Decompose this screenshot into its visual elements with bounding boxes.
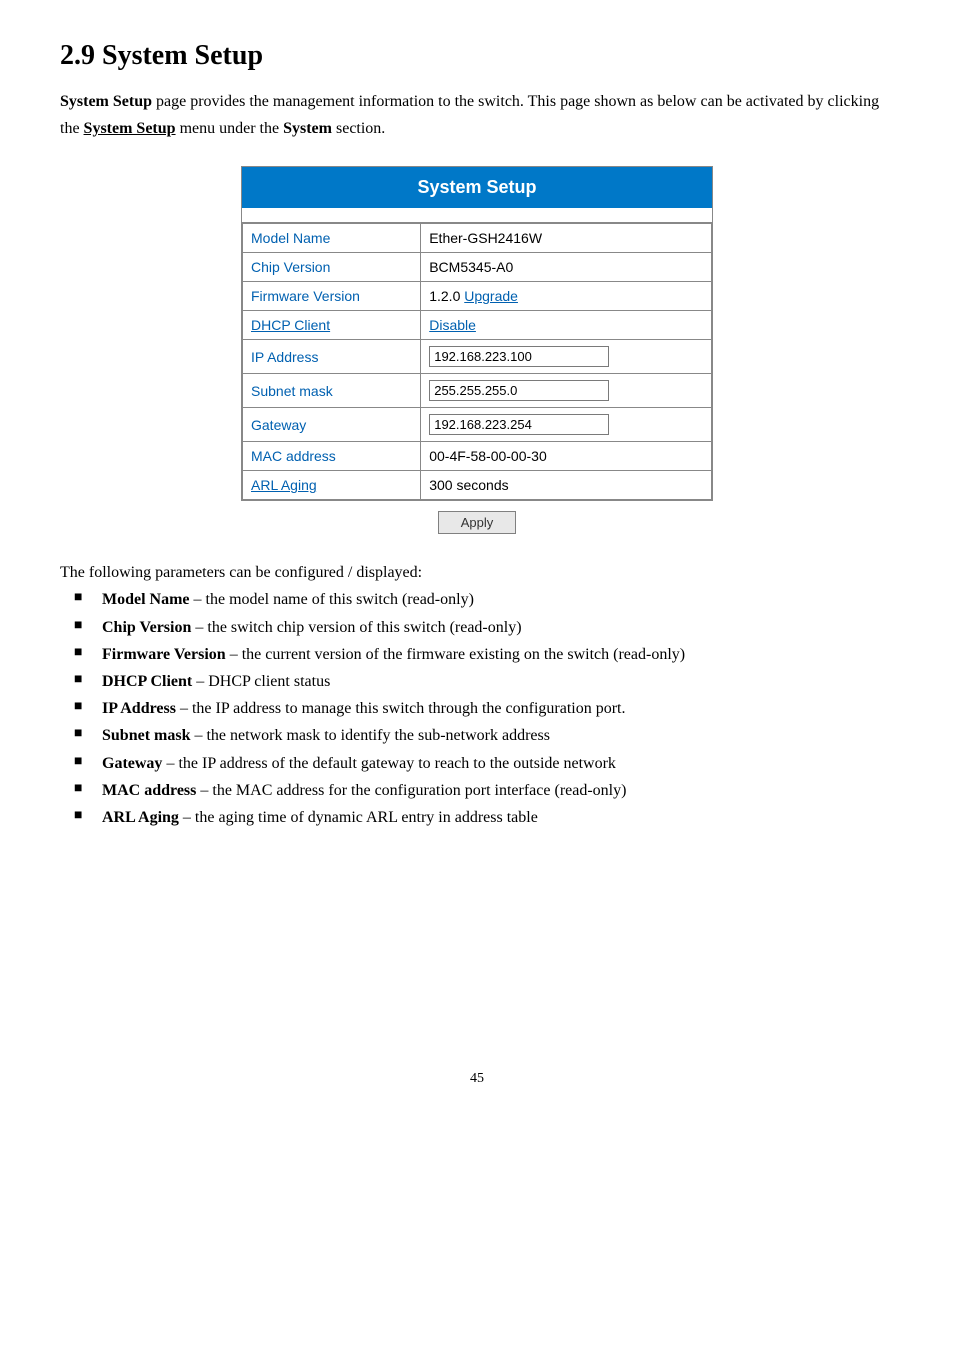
dhcp-client-label-link[interactable]: DHCP Client bbox=[251, 317, 330, 333]
parameter-name: IP Address bbox=[102, 700, 176, 717]
parameter-item: DHCP Client – DHCP client status bbox=[60, 668, 894, 695]
label-mac-address: MAC address bbox=[243, 442, 421, 471]
parameter-name: Gateway bbox=[102, 755, 162, 772]
parameter-item: Model Name – the model name of this swit… bbox=[60, 586, 894, 613]
label-firmware-version: Firmware Version bbox=[243, 282, 421, 311]
parameter-desc: – the network mask to identify the sub-n… bbox=[190, 727, 549, 744]
parameter-item: MAC address – the MAC address for the co… bbox=[60, 777, 894, 804]
apply-button-wrap: Apply bbox=[60, 511, 894, 534]
row-dhcp-client: DHCP Client Disable bbox=[243, 311, 712, 340]
row-firmware-version: Firmware Version 1.2.0 Upgrade bbox=[243, 282, 712, 311]
section-heading: 2.9 System Setup bbox=[60, 40, 894, 72]
parameter-name: DHCP Client bbox=[102, 673, 192, 690]
parameter-desc: – DHCP client status bbox=[192, 673, 330, 690]
value-chip-version: BCM5345-A0 bbox=[421, 253, 712, 282]
row-gateway: Gateway bbox=[243, 408, 712, 442]
value-subnet-mask bbox=[421, 374, 712, 408]
parameter-name: MAC address bbox=[102, 782, 196, 799]
row-arl-aging: ARL Aging 300 seconds bbox=[243, 471, 712, 500]
intro-term-system-setup: System Setup bbox=[60, 93, 152, 110]
parameter-list: Model Name – the model name of this swit… bbox=[60, 586, 894, 831]
firmware-version-number: 1.2.0 bbox=[429, 288, 464, 304]
row-mac-address: MAC address 00-4F-58-00-00-30 bbox=[243, 442, 712, 471]
parameter-desc: – the aging time of dynamic ARL entry in… bbox=[179, 809, 538, 826]
ip-address-input[interactable] bbox=[429, 346, 609, 367]
label-ip-address: IP Address bbox=[243, 340, 421, 374]
intro-paragraph: System Setup page provides the managemen… bbox=[60, 88, 894, 142]
parameter-desc: – the MAC address for the configuration … bbox=[196, 782, 626, 799]
value-gateway bbox=[421, 408, 712, 442]
value-arl-aging: 300 seconds bbox=[421, 471, 712, 500]
parameter-list-heading: The following parameters can be configur… bbox=[60, 564, 894, 582]
value-model-name: Ether-GSH2416W bbox=[421, 224, 712, 253]
row-chip-version: Chip Version BCM5345-A0 bbox=[243, 253, 712, 282]
value-ip-address bbox=[421, 340, 712, 374]
apply-button[interactable]: Apply bbox=[438, 511, 517, 534]
parameter-item: Chip Version – the switch chip version o… bbox=[60, 614, 894, 641]
label-model-name: Model Name bbox=[243, 224, 421, 253]
parameter-item: Firmware Version – the current version o… bbox=[60, 641, 894, 668]
parameter-name: Chip Version bbox=[102, 619, 191, 636]
value-firmware-version: 1.2.0 Upgrade bbox=[421, 282, 712, 311]
page-number: 45 bbox=[60, 1071, 894, 1087]
label-arl-aging: ARL Aging bbox=[243, 471, 421, 500]
subnet-mask-input[interactable] bbox=[429, 380, 609, 401]
parameter-desc: – the current version of the firmware ex… bbox=[226, 646, 685, 663]
parameter-desc: – the IP address to manage this switch t… bbox=[176, 700, 626, 717]
upgrade-link[interactable]: Upgrade bbox=[464, 288, 518, 304]
label-dhcp-client: DHCP Client bbox=[243, 311, 421, 340]
value-dhcp-client: Disable bbox=[421, 311, 712, 340]
panel-title: System Setup bbox=[242, 167, 712, 208]
system-setup-table: Model Name Ether-GSH2416W Chip Version B… bbox=[242, 223, 712, 500]
row-subnet-mask: Subnet mask bbox=[243, 374, 712, 408]
system-setup-panel: System Setup Model Name Ether-GSH2416W C… bbox=[241, 166, 713, 501]
label-chip-version: Chip Version bbox=[243, 253, 421, 282]
parameter-name: Model Name bbox=[102, 591, 190, 608]
parameter-desc: – the IP address of the default gateway … bbox=[162, 755, 615, 772]
parameter-item: Gateway – the IP address of the default … bbox=[60, 750, 894, 777]
value-mac-address: 00-4F-58-00-00-30 bbox=[421, 442, 712, 471]
intro-link-system-setup: System Setup bbox=[84, 120, 176, 137]
row-ip-address: IP Address bbox=[243, 340, 712, 374]
intro-term-system: System bbox=[283, 120, 332, 137]
parameter-name: ARL Aging bbox=[102, 809, 179, 826]
row-model-name: Model Name Ether-GSH2416W bbox=[243, 224, 712, 253]
parameter-desc: – the model name of this switch (read-on… bbox=[190, 591, 474, 608]
parameter-item: ARL Aging – the aging time of dynamic AR… bbox=[60, 804, 894, 831]
parameter-item: Subnet mask – the network mask to identi… bbox=[60, 722, 894, 749]
parameter-name: Firmware Version bbox=[102, 646, 226, 663]
label-gateway: Gateway bbox=[243, 408, 421, 442]
parameter-name: Subnet mask bbox=[102, 727, 190, 744]
gateway-input[interactable] bbox=[429, 414, 609, 435]
arl-aging-label-link[interactable]: ARL Aging bbox=[251, 477, 317, 493]
parameter-desc: – the switch chip version of this switch… bbox=[191, 619, 521, 636]
panel-spacer bbox=[242, 208, 712, 223]
label-subnet-mask: Subnet mask bbox=[243, 374, 421, 408]
parameter-item: IP Address – the IP address to manage th… bbox=[60, 695, 894, 722]
dhcp-disable-link[interactable]: Disable bbox=[429, 317, 476, 333]
